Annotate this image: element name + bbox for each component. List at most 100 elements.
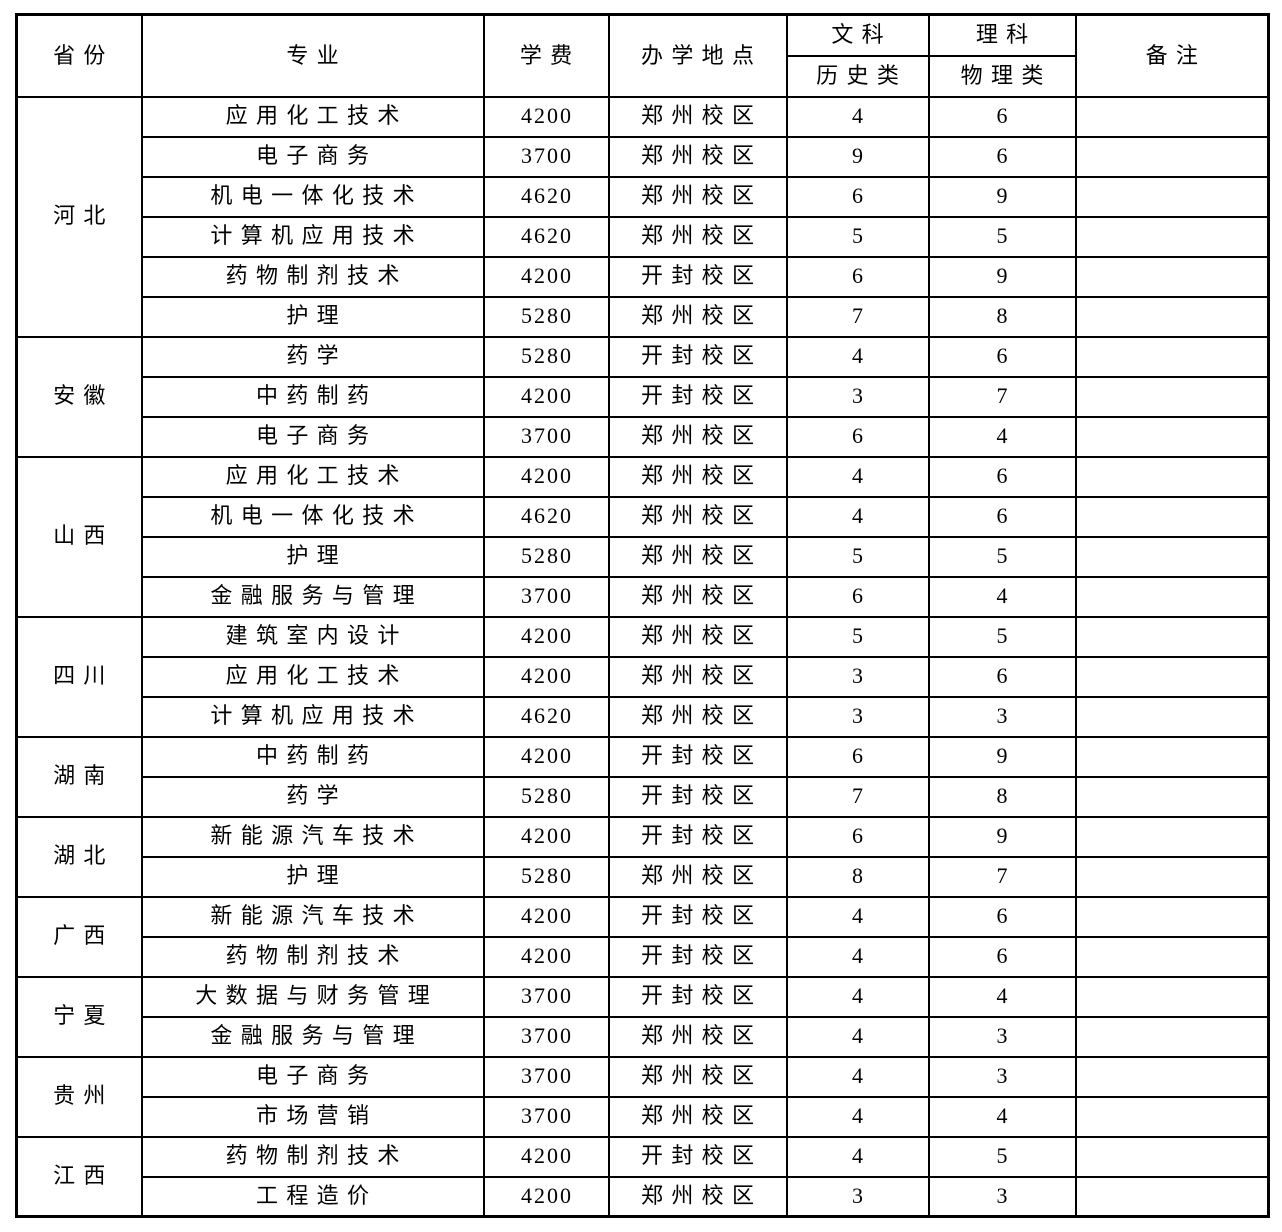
major-cell: 应用化工技术 — [140, 655, 485, 698]
history-count-cell: 7 — [785, 295, 930, 338]
history-count-cell: 7 — [785, 775, 930, 818]
remarks-cell — [1074, 1135, 1270, 1178]
physics-count-cell: 6 — [927, 135, 1077, 178]
major-cell: 电子商务 — [140, 415, 485, 458]
province-cell: 安徽 — [15, 335, 143, 458]
physics-count-cell: 6 — [927, 655, 1077, 698]
major-cell: 护理 — [140, 855, 485, 898]
province-cell: 湖南 — [15, 735, 143, 818]
header-remarks: 备注 — [1074, 13, 1270, 98]
table-row: 宁夏 大数据与财务管理 3700 开封校区 4 4 — [15, 975, 1270, 1058]
province-cell: 河北 — [15, 95, 143, 338]
location-cell: 开封校区 — [607, 335, 788, 378]
physics-count-cell: 5 — [927, 535, 1077, 578]
tuition-cell: 5280 — [482, 335, 610, 378]
table-row: 湖南 中药制药 4200 开封校区 6 9 — [15, 735, 1270, 818]
province-cell: 湖北 — [15, 815, 143, 898]
location-cell: 郑州校区 — [607, 695, 788, 738]
province-cell: 宁夏 — [15, 975, 143, 1058]
physics-count-cell: 3 — [927, 695, 1077, 738]
history-count-cell: 4 — [785, 495, 930, 538]
physics-count-cell: 6 — [927, 455, 1077, 498]
remarks-cell — [1074, 775, 1270, 818]
remarks-cell — [1074, 375, 1270, 418]
remarks-cell — [1074, 615, 1270, 658]
location-cell: 郑州校区 — [607, 1055, 788, 1098]
history-count-cell: 4 — [785, 975, 930, 1018]
location-cell: 开封校区 — [607, 935, 788, 978]
table-row: 机电一体化技术 4620 郑州校区 6 9 — [17, 175, 1270, 218]
location-cell: 郑州校区 — [607, 495, 788, 538]
remarks-cell — [1074, 295, 1270, 338]
major-cell: 药学 — [140, 335, 485, 378]
table-row: 应用化工技术 4200 郑州校区 3 6 — [17, 655, 1270, 698]
remarks-cell — [1074, 1175, 1270, 1218]
major-cell: 金融服务与管理 — [140, 1015, 485, 1058]
major-cell: 中药制药 — [140, 375, 485, 418]
major-cell: 新能源汽车技术 — [140, 815, 485, 858]
location-cell: 郑州校区 — [607, 1175, 788, 1218]
location-cell: 开封校区 — [607, 975, 788, 1018]
table-row: 山西 应用化工技术 4200 郑州校区 4 6 — [15, 455, 1270, 618]
physics-count-cell: 3 — [927, 1055, 1077, 1098]
province-cell: 山西 — [15, 455, 143, 618]
remarks-cell — [1074, 1095, 1270, 1138]
tuition-cell: 4200 — [482, 935, 610, 978]
physics-count-cell: 7 — [927, 375, 1077, 418]
major-cell: 大数据与财务管理 — [140, 975, 485, 1018]
location-cell: 郑州校区 — [607, 615, 788, 658]
remarks-cell — [1074, 415, 1270, 458]
remarks-cell — [1074, 1015, 1270, 1058]
major-cell: 工程造价 — [140, 1175, 485, 1218]
table-row: 电子商务 3700 郑州校区 6 4 — [17, 415, 1270, 458]
history-count-cell: 3 — [785, 1175, 930, 1218]
history-count-cell: 9 — [785, 135, 930, 178]
remarks-cell — [1074, 175, 1270, 218]
physics-count-cell: 4 — [927, 975, 1077, 1018]
tuition-cell: 5280 — [482, 535, 610, 578]
physics-count-cell: 9 — [927, 255, 1077, 298]
table-row: 湖北 新能源汽车技术 4200 开封校区 6 9 — [15, 815, 1270, 898]
tuition-cell: 3700 — [482, 135, 610, 178]
tuition-cell: 4200 — [482, 375, 610, 418]
table-row: 电子商务 3700 郑州校区 9 6 — [17, 135, 1270, 178]
physics-count-cell: 3 — [927, 1015, 1077, 1058]
history-count-cell: 3 — [785, 695, 930, 738]
table-row: 市场营销 3700 郑州校区 4 4 — [17, 1095, 1270, 1138]
remarks-cell — [1074, 935, 1270, 978]
physics-count-cell: 9 — [927, 815, 1077, 858]
major-cell: 计算机应用技术 — [140, 215, 485, 258]
location-cell: 开封校区 — [607, 815, 788, 858]
physics-count-cell: 4 — [927, 415, 1077, 458]
remarks-cell — [1074, 815, 1270, 858]
major-cell: 市场营销 — [140, 1095, 485, 1138]
physics-count-cell: 5 — [927, 615, 1077, 658]
header-liberal-arts: 文科 — [785, 13, 930, 57]
table-row: 工程造价 4200 郑州校区 3 3 — [17, 1175, 1270, 1218]
history-count-cell: 4 — [785, 335, 930, 378]
location-cell: 郑州校区 — [607, 1015, 788, 1058]
table-row: 药学 5280 开封校区 7 8 — [17, 775, 1270, 818]
province-cell: 贵州 — [15, 1055, 143, 1138]
table-row: 金融服务与管理 3700 郑州校区 6 4 — [17, 575, 1270, 618]
remarks-cell — [1074, 95, 1270, 138]
major-cell: 新能源汽车技术 — [140, 895, 485, 938]
history-count-cell: 6 — [785, 175, 930, 218]
location-cell: 郑州校区 — [607, 855, 788, 898]
physics-count-cell: 5 — [927, 1135, 1077, 1178]
tuition-cell: 4200 — [482, 895, 610, 938]
province-cell: 江西 — [15, 1135, 143, 1218]
location-cell: 开封校区 — [607, 775, 788, 818]
history-count-cell: 4 — [785, 1055, 930, 1098]
physics-count-cell: 5 — [927, 215, 1077, 258]
remarks-cell — [1074, 255, 1270, 298]
history-count-cell: 4 — [785, 935, 930, 978]
history-count-cell: 3 — [785, 655, 930, 698]
major-cell: 应用化工技术 — [140, 455, 485, 498]
location-cell: 郑州校区 — [607, 575, 788, 618]
physics-count-cell: 8 — [927, 775, 1077, 818]
location-cell: 开封校区 — [607, 895, 788, 938]
history-count-cell: 4 — [785, 1015, 930, 1058]
tuition-cell: 4620 — [482, 495, 610, 538]
